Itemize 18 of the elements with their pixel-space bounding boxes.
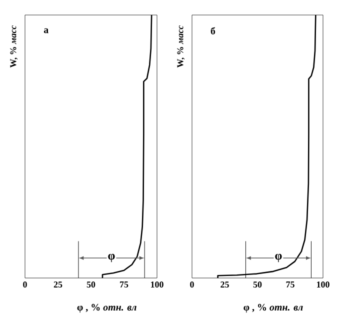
x-tick-label: 0 (190, 282, 194, 288)
x-tick-label: 100 (317, 282, 330, 288)
x-axis-title: φ , % отн. вл (77, 304, 136, 313)
x-tick-label: 75 (120, 282, 128, 288)
y-axis-title: W, % масс (10, 25, 18, 68)
x-tick-label: 75 (286, 282, 294, 288)
x-tick-label: 0 (23, 282, 27, 288)
x-tick-label: 50 (253, 282, 262, 288)
x-tick-label: 25 (54, 282, 62, 288)
annotation: φ (108, 254, 115, 262)
annotation: а (44, 28, 48, 34)
x-tick-label: 50 (86, 282, 96, 288)
x-tick-label: 100 (150, 282, 164, 288)
annotation: б (210, 27, 216, 34)
x-axis-title: φ , % отн. вл (244, 304, 303, 313)
x-tick-label: 25 (220, 282, 229, 288)
y-axis-title: W, % масс (177, 25, 185, 68)
annotation: φ (275, 254, 282, 262)
